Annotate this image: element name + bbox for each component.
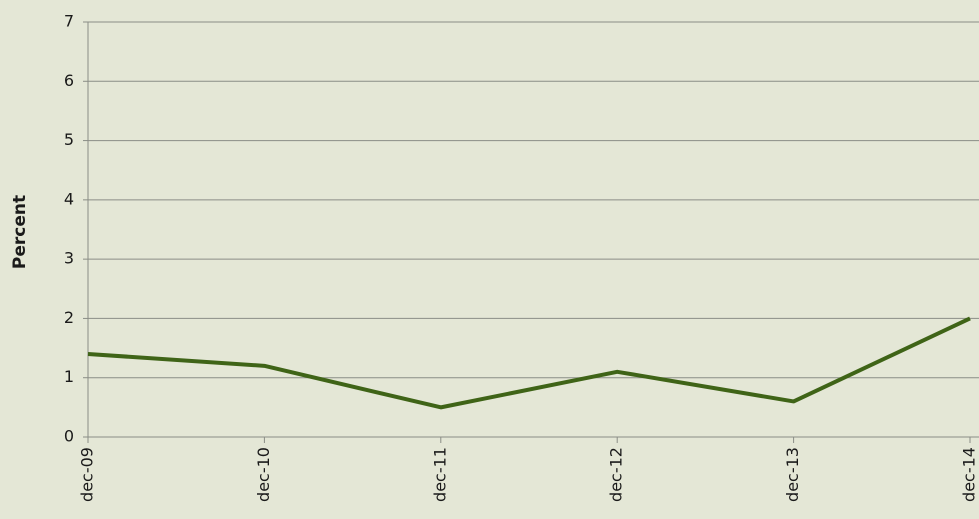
x-tick-label: dec-09 (78, 447, 97, 502)
x-tick-label: dec-12 (607, 447, 626, 502)
x-tick-label: dec-14 (960, 447, 979, 502)
line-series (87, 316, 971, 410)
y-tick-label: 0 (64, 427, 74, 446)
x-tick-label: dec-13 (783, 447, 802, 502)
x-tick-label: dec-10 (254, 447, 273, 502)
x-tick-label: dec-11 (430, 447, 449, 502)
y-tick-label: 3 (64, 249, 74, 268)
y-tick-label: 7 (64, 12, 74, 31)
y-tick-label: 6 (64, 71, 74, 90)
y-tick-label: 1 (64, 367, 74, 386)
y-axis-label: Percent (10, 195, 30, 269)
y-tick-label: 4 (64, 189, 74, 208)
y-tick-label: 2 (64, 308, 74, 327)
y-tick-label: 5 (64, 130, 74, 149)
